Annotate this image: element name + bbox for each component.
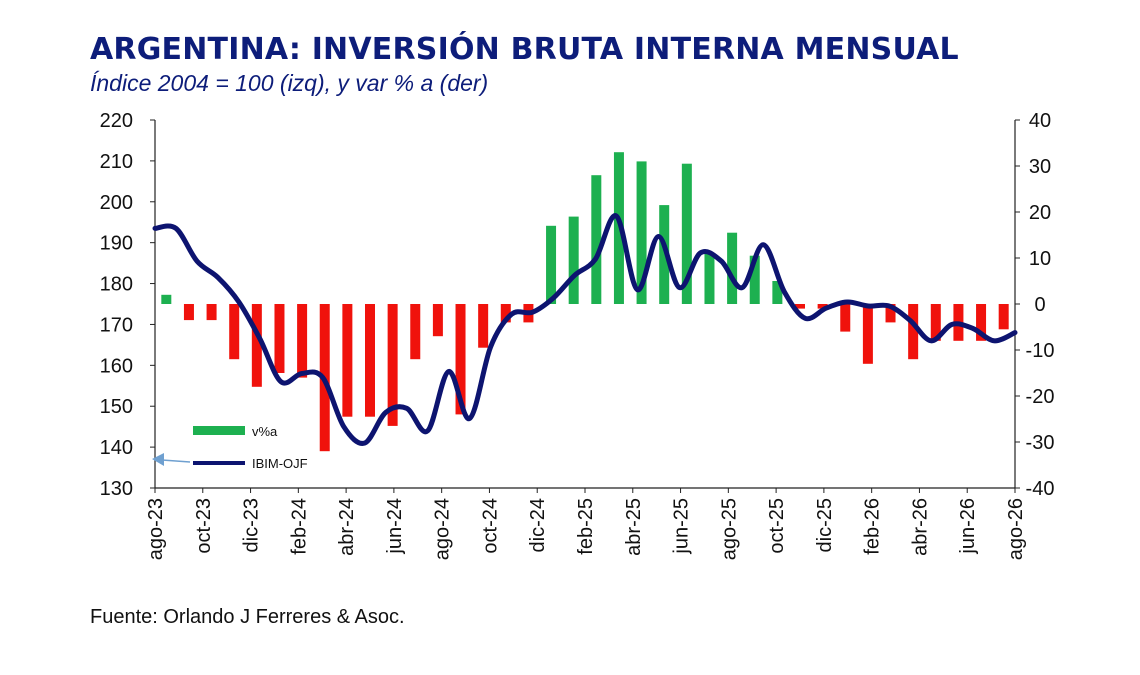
- left-tick-label: 150: [100, 396, 133, 418]
- bar: [681, 163, 692, 304]
- x-tick-label: abr-25: [623, 498, 645, 556]
- x-tick-label: ago-24: [432, 498, 454, 560]
- x-tick-label: jun-24: [384, 498, 406, 555]
- legend: v%a IBIM-OJF: [152, 424, 308, 471]
- bar: [659, 205, 670, 304]
- bar: [387, 304, 398, 426]
- x-tick-label: dic-24: [527, 498, 549, 552]
- left-tick-label: 140: [100, 437, 133, 459]
- chart-title: ARGENTINA: INVERSIÓN BRUTA INTERNA MENSU…: [90, 32, 959, 67]
- bar: [229, 304, 240, 360]
- x-tick-label: dic-25: [814, 498, 836, 552]
- arrow-head-icon: [152, 453, 164, 466]
- right-tick-label: -10: [1026, 340, 1055, 362]
- bar: [704, 253, 715, 304]
- bar: [206, 304, 217, 321]
- bar: [161, 294, 172, 304]
- x-tick-label: dic-23: [241, 498, 263, 552]
- left-tick-label: 180: [100, 274, 133, 296]
- bar: [183, 304, 194, 321]
- arrow-shaft: [161, 459, 191, 463]
- bar: [862, 304, 873, 364]
- x-tick-label: feb-26: [862, 498, 884, 555]
- bar: [365, 304, 375, 417]
- x-tick-label: oct-23: [193, 498, 215, 554]
- right-tick-label: -30: [1026, 432, 1055, 454]
- x-tick-label: ago-25: [718, 498, 740, 560]
- bar: [274, 304, 285, 373]
- bar: [930, 304, 941, 341]
- x-tick-label: jun-26: [957, 498, 979, 555]
- left-tick-label: 160: [100, 355, 133, 377]
- bar: [568, 216, 579, 304]
- bar: [297, 304, 308, 378]
- right-tick-label: 10: [1029, 248, 1051, 270]
- x-tick-label: oct-25: [766, 498, 788, 554]
- x-tick-label: feb-25: [575, 498, 597, 555]
- bar: [795, 304, 805, 309]
- left-tick-label: 200: [100, 192, 133, 214]
- x-tick-label: jun-25: [671, 498, 693, 555]
- bar: [500, 304, 511, 323]
- axes-group: 220 210 200 190 180 170 160 150 140 130 40 30 20 10 0 -…: [100, 110, 1055, 560]
- right-tick-label: 0: [1034, 294, 1045, 316]
- x-tick-label: ago-23: [145, 498, 167, 560]
- bar: [591, 175, 602, 304]
- legend-swatch-bars: [193, 426, 245, 435]
- left-tick-label: 130: [100, 478, 133, 500]
- bar: [749, 255, 760, 304]
- source-note: Fuente: Orlando J Ferreres & Asoc.: [90, 606, 405, 628]
- bar: [636, 161, 647, 304]
- left-tick-label: 220: [100, 110, 133, 132]
- left-tick-label: 190: [100, 233, 133, 255]
- x-tick-label: abr-26: [909, 498, 931, 556]
- legend-label-line: IBIM-OJF: [252, 456, 308, 471]
- right-tick-label: 20: [1029, 202, 1051, 224]
- line-group: [152, 213, 1018, 446]
- left-tick-label: 210: [100, 151, 133, 173]
- ibim-ojf-line: [152, 213, 1018, 446]
- bar: [817, 304, 828, 309]
- x-tick-label: ago-26: [1005, 498, 1027, 560]
- right-tick-label: -40: [1026, 478, 1055, 500]
- right-tick-label: -20: [1026, 386, 1055, 408]
- bar: [251, 304, 262, 387]
- bar: [772, 281, 783, 304]
- left-tick-label: 170: [100, 314, 133, 336]
- bar: [885, 304, 896, 323]
- bar: [546, 225, 557, 304]
- bar: [908, 304, 919, 360]
- bars-group: [161, 152, 1009, 452]
- bar: [455, 304, 466, 415]
- bar: [432, 304, 443, 337]
- x-tick-label: abr-24: [336, 498, 358, 556]
- bar: [478, 304, 489, 348]
- bar: [840, 304, 851, 332]
- bar: [410, 304, 421, 360]
- bar: [727, 232, 738, 304]
- right-tick-label: 40: [1029, 110, 1051, 132]
- x-tick-label: feb-24: [288, 498, 310, 555]
- legend-label-bars: v%a: [252, 424, 278, 439]
- right-tick-label: 30: [1029, 156, 1051, 178]
- x-tick-label: oct-24: [479, 498, 501, 554]
- chart-subtitle: Índice 2004 = 100 (izq), y var % a (der): [90, 70, 489, 96]
- bar: [998, 304, 1009, 330]
- bar: [976, 304, 987, 341]
- bar: [342, 304, 353, 417]
